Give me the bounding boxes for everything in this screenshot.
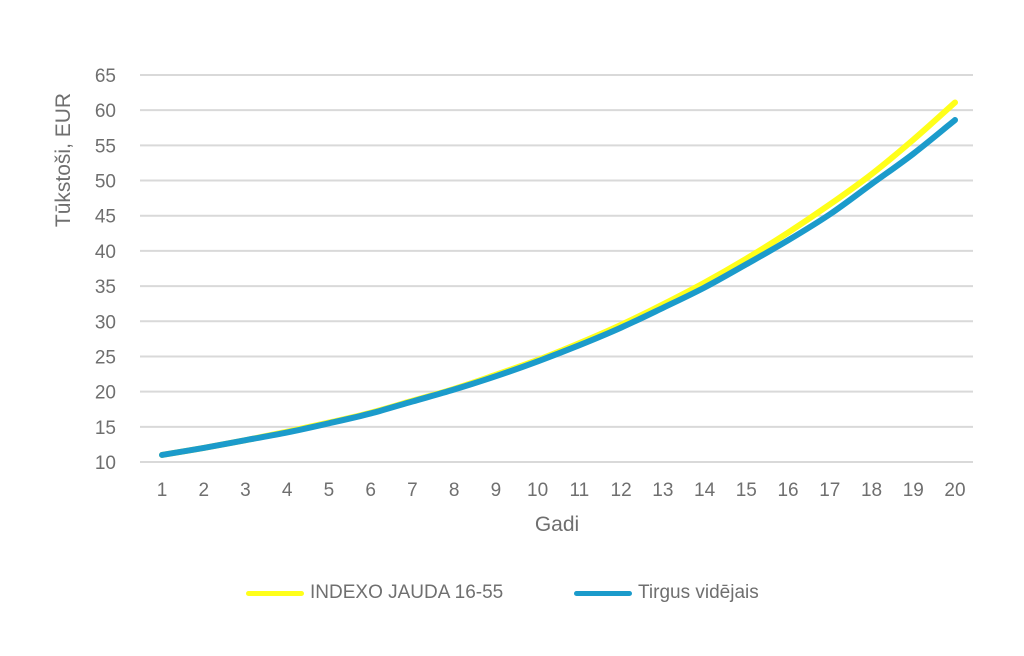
x-tick-label: 15 [736,480,757,501]
y-tick-label: 15 [95,418,116,439]
y-tick-label: 40 [95,242,116,263]
series-lines [159,99,958,458]
gridlines [140,74,973,463]
x-axis-title: Gadi [535,513,579,536]
y-tick-label: 10 [95,453,116,474]
x-tick-label: 14 [694,480,716,501]
y-tick-label: 45 [95,207,116,228]
legend-item-indexo: INDEXO JAUDA 16-55 [246,578,503,608]
y-tick-label: 35 [95,277,116,298]
x-tick-label: 3 [240,480,251,501]
x-tick-label: 17 [819,480,840,501]
x-tick-label: 10 [527,480,548,501]
x-tick-label: 13 [652,480,673,501]
y-tick-label: 65 [95,66,116,87]
y-tick-label: 55 [95,136,116,157]
series-line-0 [159,99,958,458]
series-line-1 [159,117,958,458]
y-tick-label: 50 [95,172,116,193]
y-tick-label: 25 [95,347,116,368]
y-axis-ticks: 10 15 20 25 30 35 40 45 50 55 60 65 [95,66,116,474]
y-tick-label: 20 [95,383,116,404]
x-tick-label: 12 [611,480,632,501]
legend: INDEXO JAUDA 16-55 Tirgus vidējais [0,578,1024,608]
legend-label-indexo: INDEXO JAUDA 16-55 [310,582,504,603]
x-tick-label: 6 [365,480,376,501]
x-tick-label: 8 [449,480,460,501]
y-tick-label: 60 [95,101,116,122]
x-tick-label: 2 [198,480,209,501]
x-tick-label: 7 [407,480,418,501]
x-tick-label: 5 [324,480,335,501]
legend-swatch-tirgus [574,590,632,596]
x-tick-label: 16 [777,480,798,501]
x-tick-label: 11 [570,480,590,501]
legend-swatch-indexo [246,590,304,596]
y-axis-title: Tūkstoši, EUR [52,93,75,227]
x-tick-label: 19 [903,480,924,501]
y-tick-label: 30 [95,312,116,333]
legend-item-tirgus: Tirgus vidējais [574,578,759,608]
legend-label-tirgus: Tirgus vidējais [638,582,759,603]
x-tick-label: 9 [491,480,502,501]
x-tick-label: 1 [157,480,168,501]
x-tick-label: 18 [861,480,882,501]
x-tick-label: 4 [282,480,293,501]
x-tick-label: 20 [944,480,965,501]
x-axis-ticks: 1 2 3 4 5 6 7 8 9 10 11 12 13 14 15 16 17 18 19 20 [157,480,966,501]
